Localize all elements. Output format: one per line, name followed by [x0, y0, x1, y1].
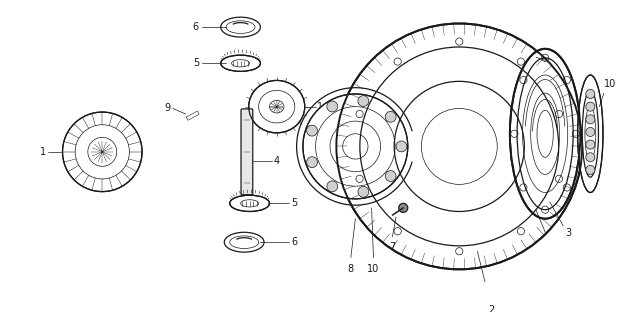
Circle shape — [586, 165, 595, 174]
Text: 5: 5 — [291, 198, 298, 208]
Circle shape — [385, 111, 396, 122]
Circle shape — [586, 127, 595, 136]
Text: 2: 2 — [488, 305, 494, 312]
Circle shape — [385, 171, 396, 182]
Circle shape — [586, 140, 595, 149]
Text: 10: 10 — [604, 79, 616, 89]
Circle shape — [327, 101, 338, 112]
Text: 7: 7 — [389, 242, 396, 252]
Text: 8: 8 — [348, 264, 354, 274]
Ellipse shape — [221, 55, 260, 71]
Circle shape — [337, 23, 582, 269]
Ellipse shape — [249, 80, 305, 133]
Text: 6: 6 — [193, 22, 199, 32]
Circle shape — [307, 125, 317, 136]
Text: 9: 9 — [165, 104, 171, 114]
Text: 6: 6 — [291, 237, 298, 247]
Text: 5: 5 — [193, 58, 199, 68]
Circle shape — [586, 90, 595, 99]
Text: 3: 3 — [565, 228, 571, 238]
Ellipse shape — [510, 49, 580, 219]
Circle shape — [63, 112, 142, 192]
Text: 1: 1 — [317, 102, 323, 112]
Circle shape — [586, 102, 595, 111]
Circle shape — [586, 115, 595, 124]
Circle shape — [358, 186, 369, 197]
Circle shape — [307, 157, 317, 168]
FancyBboxPatch shape — [241, 109, 253, 195]
Ellipse shape — [578, 75, 603, 193]
Circle shape — [396, 141, 407, 152]
Ellipse shape — [230, 195, 269, 212]
Circle shape — [303, 94, 408, 199]
Text: 4: 4 — [274, 156, 280, 166]
Text: 10: 10 — [367, 264, 380, 274]
Circle shape — [358, 95, 369, 106]
Circle shape — [327, 181, 338, 192]
Text: 1: 1 — [40, 147, 46, 157]
Circle shape — [586, 153, 595, 162]
Circle shape — [399, 203, 408, 212]
